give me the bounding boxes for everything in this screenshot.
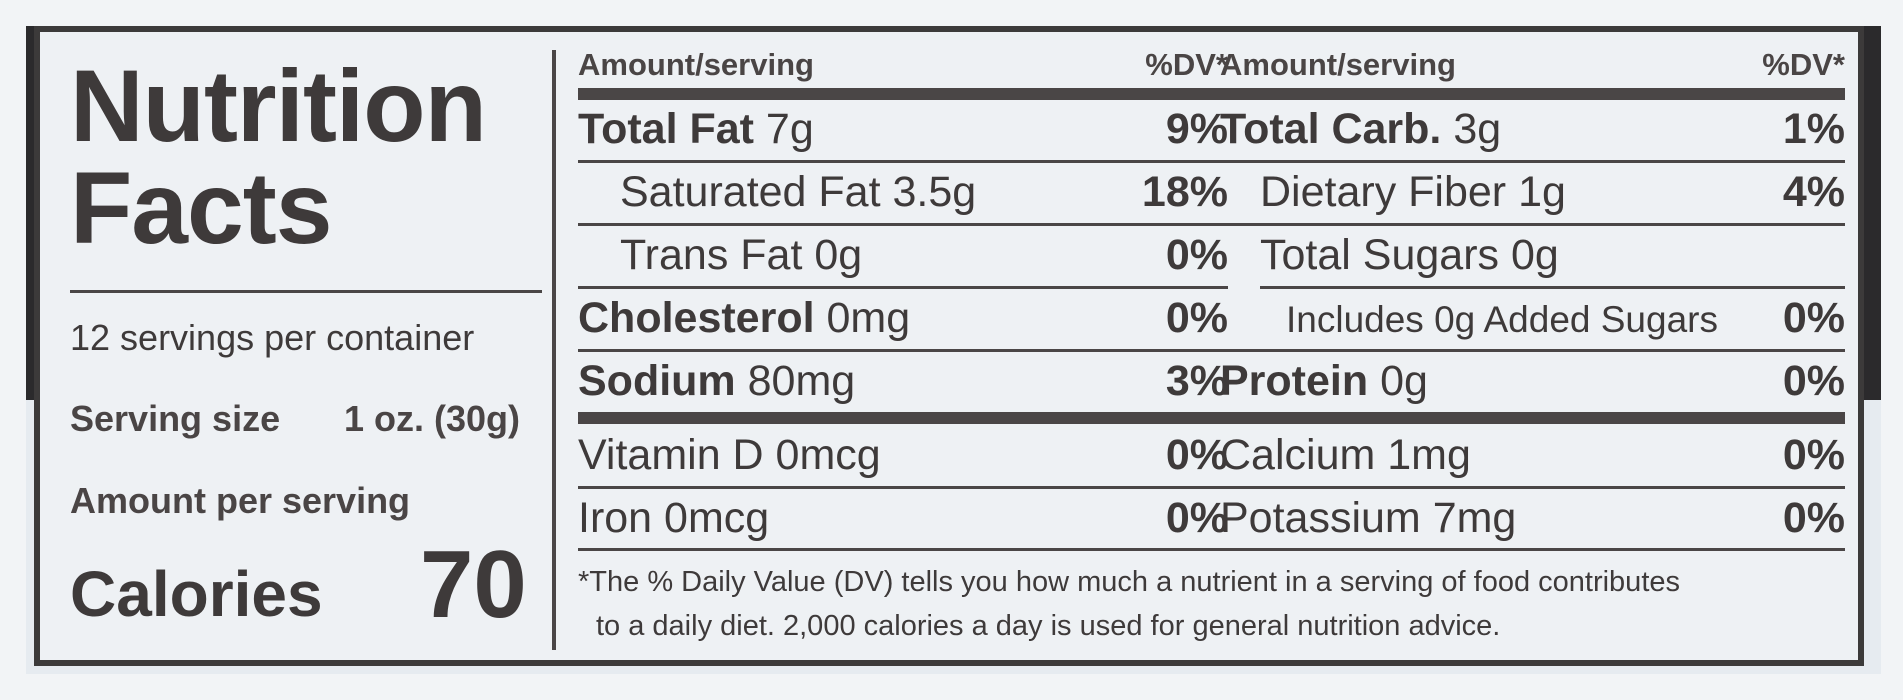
row-protein: Protein 0g — [1220, 357, 1428, 405]
dv-vitamin-d: 0% — [1165, 431, 1228, 479]
row-total-sugars: Total Sugars 0g — [1260, 231, 1559, 279]
header-dv: %DV* — [1145, 47, 1228, 82]
dv-cholesterol: 0% — [1165, 294, 1228, 342]
row-total-carb: Total Carb. 3g — [1220, 105, 1502, 153]
dv-total-carb: 1% — [1782, 105, 1845, 153]
dv-dietary-fiber: 4% — [1782, 168, 1845, 216]
row-calcium: Calcium 1mg — [1220, 431, 1471, 479]
row-iron: Iron 0mcg — [578, 494, 770, 542]
thick-rule — [578, 412, 1228, 424]
edge-left — [0, 0, 26, 700]
row-rule — [578, 349, 1228, 352]
row-rule — [1220, 223, 1845, 226]
dv-saturated-fat: 18% — [1141, 168, 1228, 216]
row-sodium: Sodium 80mg — [578, 357, 856, 405]
row-rule — [1220, 486, 1845, 489]
footnote-line2: to a daily diet. 2,000 calories a day is… — [596, 610, 1501, 642]
row-rule — [1220, 160, 1845, 163]
dv-total-fat: 9% — [1165, 105, 1228, 153]
dv-sodium: 3% — [1165, 357, 1228, 405]
header-rule — [1220, 88, 1845, 100]
footnote-rule — [578, 548, 1845, 551]
row-rule — [1220, 349, 1845, 352]
title-nutrition: Nutrition — [70, 49, 487, 163]
row-rule — [578, 223, 1228, 226]
row-rule — [578, 486, 1228, 489]
edge-right — [1881, 0, 1903, 700]
divider — [70, 290, 542, 293]
row-added-sugars: Includes 0g Added Sugars — [1286, 299, 1718, 340]
row-total-fat: Total Fat 7g — [578, 105, 814, 153]
header-dv: %DV* — [1762, 47, 1845, 82]
dv-protein: 0% — [1782, 357, 1845, 405]
thick-rule — [1220, 412, 1845, 424]
edge-bottom — [0, 674, 1903, 700]
nutrition-facts-panel: Nutrition Facts 12 servings per containe… — [34, 26, 1864, 666]
column-divider — [552, 50, 556, 650]
row-rule — [1260, 286, 1845, 289]
serving-size-value: 1 oz. (30g) — [344, 398, 521, 439]
edge-top — [0, 0, 1903, 26]
calories-label: Calories — [70, 558, 323, 630]
calories-value: 70 — [420, 531, 527, 638]
dv-calcium: 0% — [1782, 431, 1845, 479]
serving-size-label: Serving size — [70, 398, 281, 439]
footnote-line1: *The % Daily Value (DV) tells you how mu… — [578, 566, 1680, 598]
header-amount-serving: Amount/serving — [578, 47, 814, 82]
header-amount-serving: Amount/serving — [1220, 47, 1456, 82]
amount-per-serving: Amount per serving — [70, 480, 411, 521]
row-rule — [578, 160, 1228, 163]
row-cholesterol: Cholesterol 0mg — [578, 294, 911, 342]
dv-added-sugars: 0% — [1782, 294, 1845, 342]
row-saturated-fat: Saturated Fat 3.5g — [620, 168, 977, 216]
title-facts: Facts — [70, 151, 332, 265]
row-dietary-fiber: Dietary Fiber 1g — [1260, 168, 1566, 216]
row-rule — [578, 286, 1228, 289]
dv-potassium: 0% — [1782, 494, 1845, 542]
row-vitamin-d: Vitamin D 0mcg — [578, 431, 881, 479]
row-trans-fat: Trans Fat 0g — [620, 231, 863, 279]
servings-per-container: 12 servings per container — [70, 317, 475, 358]
dv-iron: 0% — [1165, 494, 1228, 542]
dv-trans-fat: 0% — [1165, 231, 1228, 279]
header-rule — [578, 88, 1228, 100]
row-potassium: Potassium 7mg — [1220, 494, 1517, 542]
